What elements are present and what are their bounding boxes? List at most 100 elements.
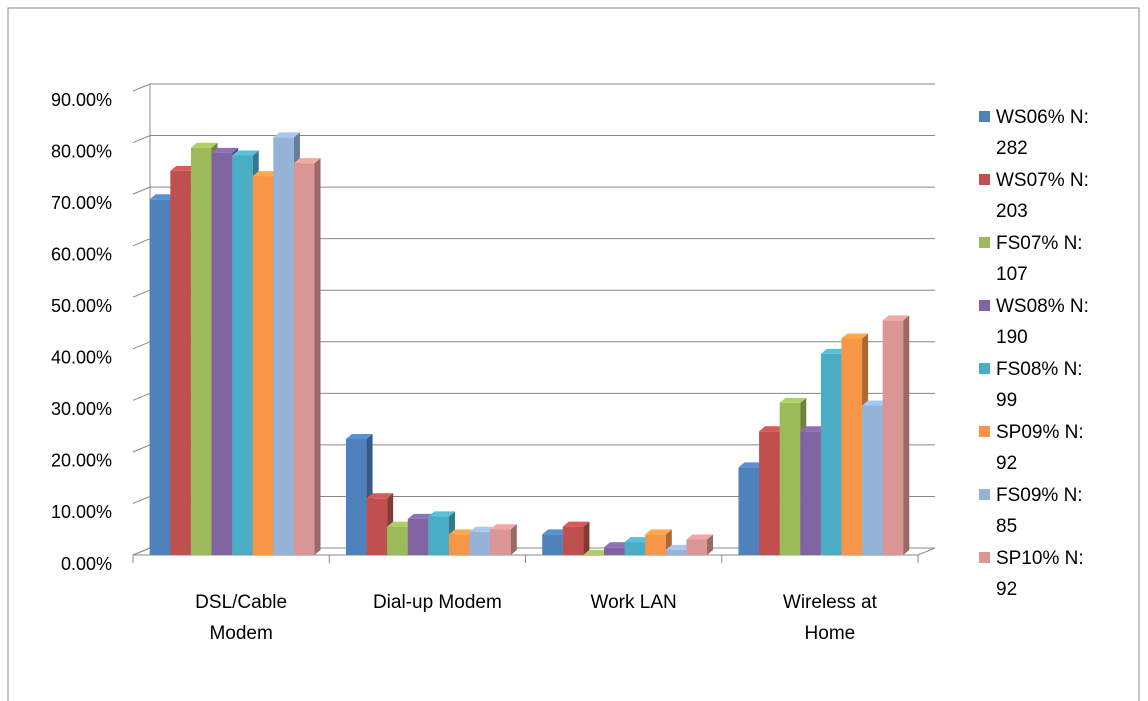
bar-front: [841, 338, 863, 555]
bar-front: [862, 405, 883, 555]
y-tick-label: 50.00%: [51, 296, 112, 316]
legend-item: SP09% N: 92: [979, 417, 1108, 479]
bar-top: [583, 550, 611, 555]
legend-label: FS08% N: 99: [996, 359, 1083, 411]
bar-front: [490, 529, 511, 555]
legend-item: FS09% N: 85: [979, 480, 1108, 542]
side-grid-line: [132, 289, 151, 298]
legend-item: WS08% N: 190: [979, 291, 1108, 353]
y-tick-label: 40.00%: [51, 348, 112, 368]
bar-top: [862, 400, 889, 406]
bar-front: [252, 176, 274, 556]
bar-front: [293, 163, 315, 555]
bar-front: [604, 547, 625, 555]
y-tick-label: 10.00%: [51, 502, 112, 522]
bar-front: [366, 498, 388, 555]
bar-front: [562, 526, 584, 555]
y-tick-label: 80.00%: [51, 141, 112, 161]
legend-item: FS07% N: 107: [979, 228, 1108, 290]
bar-top: [211, 147, 239, 153]
bar: [490, 524, 517, 555]
legend-item: SP10% N: 92: [979, 543, 1108, 605]
bar-top: [604, 542, 631, 548]
bar-front: [686, 539, 708, 555]
side-grid-line: [132, 341, 151, 350]
side-grid-line: [132, 186, 151, 195]
bar-top: [841, 333, 869, 339]
legend-item: WS06% N: 282: [979, 102, 1108, 164]
legend-swatch: [979, 489, 990, 500]
bar-top: [170, 165, 197, 171]
bar-front: [882, 320, 904, 555]
legend-label: WS08% N: 190: [996, 296, 1089, 348]
bar-front: [665, 549, 687, 555]
legend-swatch: [979, 174, 990, 185]
bar-side: [583, 521, 590, 555]
y-tick-label: 90.00%: [51, 90, 112, 110]
bar-top: [407, 513, 435, 519]
bar-front: [407, 518, 429, 555]
bar-top: [542, 529, 569, 535]
bar: [293, 158, 321, 555]
side-grid-line: [132, 444, 151, 453]
bar-top: [149, 194, 177, 200]
bar-front: [738, 467, 760, 555]
legend-swatch: [979, 363, 990, 374]
bar-top: [882, 315, 910, 321]
bar-front: [624, 542, 646, 555]
side-grid-line: [132, 495, 151, 504]
legend-label: WS07% N: 203: [996, 170, 1089, 222]
legend-label: FS07% N: 107: [996, 233, 1083, 285]
bar: [562, 521, 590, 555]
legend-swatch: [979, 237, 990, 248]
bar: [882, 315, 910, 555]
side-grid-line: [132, 135, 151, 144]
bar-front: [211, 152, 233, 555]
x-tick-label: Dial-up Modem: [372, 592, 502, 613]
bar-top: [387, 521, 414, 527]
bar-top: [562, 521, 590, 527]
bar-front: [759, 431, 780, 555]
side-grid-line: [132, 238, 151, 247]
bar: [686, 534, 714, 555]
x-tick-label: Work LAN: [590, 592, 677, 613]
bar-front: [273, 137, 294, 555]
bar-front: [149, 199, 171, 555]
bar-front: [800, 431, 821, 555]
bar-side: [707, 534, 714, 555]
legend-label: FS09% N: 85: [996, 485, 1083, 537]
bar-top: [345, 434, 373, 439]
bar-top: [759, 426, 786, 432]
y-tick-label: 20.00%: [51, 451, 112, 471]
bar-top: [490, 524, 517, 530]
x-tick-label: Wireless at Home: [782, 592, 877, 644]
bar-top: [469, 526, 497, 532]
bar-top: [428, 511, 455, 517]
bar-front: [820, 353, 842, 555]
bar-front: [779, 402, 801, 555]
y-tick-label: 70.00%: [51, 193, 112, 213]
bar-front: [232, 155, 253, 555]
legend-swatch: [979, 300, 990, 311]
bar-top: [293, 158, 321, 164]
legend-label: SP10% N: 92: [996, 548, 1084, 600]
bar-side: [903, 315, 910, 555]
bar-front: [170, 170, 191, 555]
bar-top: [232, 150, 259, 156]
legend-item: WS07% N: 203: [979, 165, 1108, 227]
side-grid-line: [132, 392, 151, 401]
y-tick-label: 60.00%: [51, 244, 112, 264]
bar-front: [448, 534, 470, 555]
bar-top: [779, 397, 807, 403]
bar-front: [645, 534, 666, 555]
bar-front: [345, 439, 367, 555]
bar-top: [800, 426, 827, 432]
bar-top: [665, 544, 693, 550]
bar-top: [820, 348, 848, 354]
side-grid-line: [132, 547, 151, 556]
legend-swatch: [979, 426, 990, 437]
legend-item: FS08% N: 99: [979, 354, 1108, 416]
side-grid-line: [132, 83, 151, 92]
